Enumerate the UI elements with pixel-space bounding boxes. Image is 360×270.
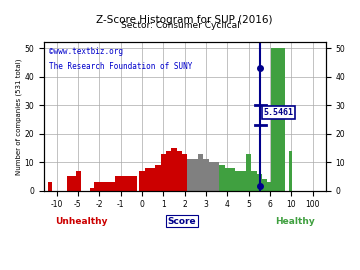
Bar xyxy=(251,171,257,191)
Bar xyxy=(235,171,241,191)
Bar xyxy=(145,168,150,191)
Bar xyxy=(150,168,155,191)
Bar xyxy=(161,154,166,191)
Bar xyxy=(271,48,285,191)
Text: Healthy: Healthy xyxy=(275,217,315,226)
Bar xyxy=(166,151,171,191)
Text: The Research Foundation of SUNY: The Research Foundation of SUNY xyxy=(49,62,193,71)
Title: Z-Score Histogram for SUP (2016): Z-Score Histogram for SUP (2016) xyxy=(96,15,273,25)
Bar xyxy=(155,165,161,191)
Bar xyxy=(182,154,187,191)
Text: Score: Score xyxy=(168,217,196,226)
Text: ©www.textbiz.org: ©www.textbiz.org xyxy=(49,47,123,56)
Bar xyxy=(98,182,105,191)
Bar xyxy=(193,159,198,191)
Bar xyxy=(72,177,76,191)
Bar xyxy=(115,177,126,191)
Bar xyxy=(225,168,230,191)
Bar xyxy=(214,162,219,191)
Bar xyxy=(271,185,272,191)
Bar xyxy=(48,182,52,191)
Bar xyxy=(289,151,292,191)
Text: Unhealthy: Unhealthy xyxy=(55,217,108,226)
Bar xyxy=(230,168,235,191)
Bar xyxy=(257,174,262,191)
Bar xyxy=(76,171,81,191)
Y-axis label: Number of companies (531 total): Number of companies (531 total) xyxy=(15,58,22,175)
Text: 5.5461: 5.5461 xyxy=(264,108,293,117)
Bar xyxy=(105,182,115,191)
Bar xyxy=(241,171,246,191)
Bar xyxy=(177,151,182,191)
Bar xyxy=(126,177,136,191)
Bar xyxy=(246,154,251,191)
Bar xyxy=(262,179,267,191)
Bar xyxy=(171,148,177,191)
Bar xyxy=(209,162,214,191)
Bar xyxy=(198,154,203,191)
Text: Sector: Consumer Cyclical: Sector: Consumer Cyclical xyxy=(121,21,239,30)
Bar xyxy=(139,171,145,191)
Bar xyxy=(267,182,271,191)
Bar xyxy=(94,182,98,191)
Bar xyxy=(90,188,94,191)
Bar xyxy=(219,165,225,191)
Bar xyxy=(67,177,72,191)
Bar xyxy=(203,159,209,191)
Bar xyxy=(187,159,193,191)
